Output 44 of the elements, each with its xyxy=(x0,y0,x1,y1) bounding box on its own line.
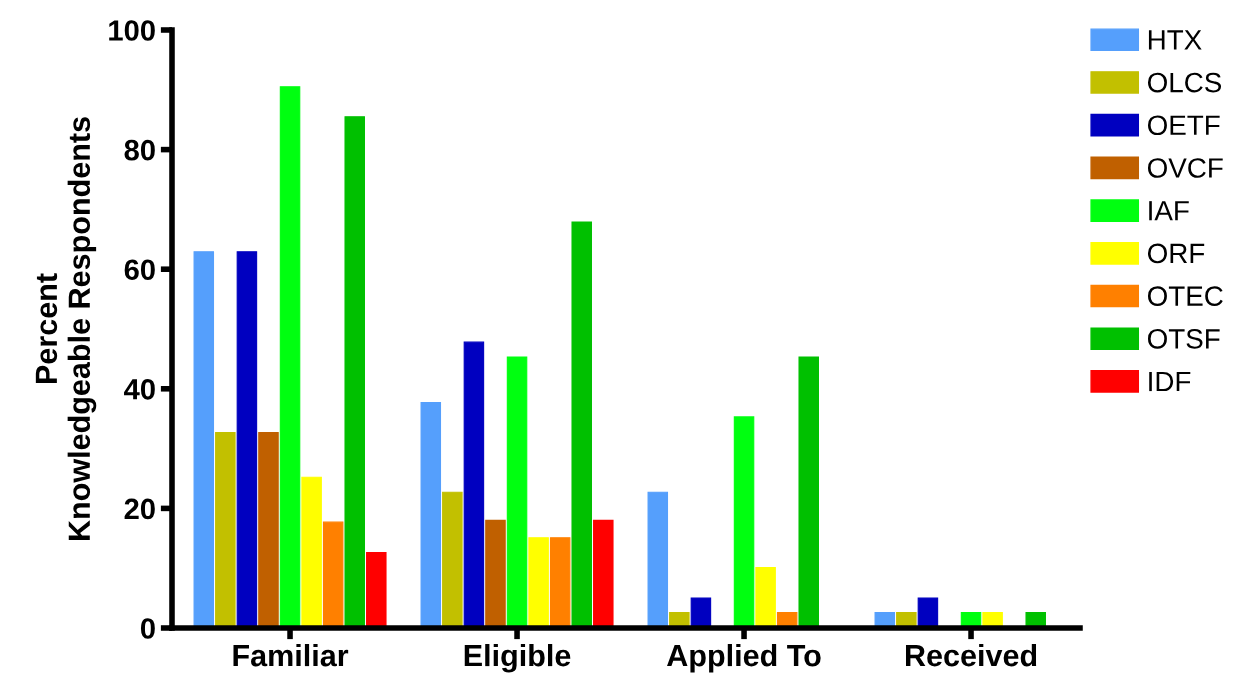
legend-label: OLCS xyxy=(1147,72,1222,93)
bar xyxy=(301,476,322,628)
legend-label: ORF xyxy=(1147,243,1205,264)
x-tick-label: Familiar xyxy=(233,643,349,667)
y-tick-label: 0 xyxy=(140,618,155,639)
legend-label: OTSF xyxy=(1147,328,1220,349)
legend-label: IDF xyxy=(1149,371,1191,392)
bar xyxy=(485,519,506,628)
bar xyxy=(463,341,485,628)
y-tick-label: 60 xyxy=(124,259,155,281)
y-tick-label: 20 xyxy=(124,498,155,520)
bar xyxy=(798,356,819,628)
legend-label: HTX xyxy=(1148,30,1202,50)
bar xyxy=(593,519,614,628)
x-tick-label: Received xyxy=(905,643,1037,667)
bar xyxy=(917,597,939,628)
bar xyxy=(322,521,344,628)
bar xyxy=(571,221,592,628)
x-tick-label: Applied To xyxy=(667,643,821,673)
y-axis-title: Percent Knowledgeable Respondents xyxy=(35,117,97,541)
bar xyxy=(215,431,236,628)
legend-label: OTEC xyxy=(1147,286,1223,306)
legend-label: OETF xyxy=(1147,115,1220,136)
x-tick-label: Eligible xyxy=(464,643,571,673)
y-tick-label: 80 xyxy=(124,139,155,161)
legend-label: OVCF xyxy=(1147,158,1223,178)
bar xyxy=(528,537,549,628)
bar xyxy=(258,431,279,628)
bar xyxy=(366,552,387,628)
bar xyxy=(236,251,258,628)
bar xyxy=(442,491,463,628)
bar xyxy=(344,116,365,628)
legend-label: IAF xyxy=(1149,201,1189,221)
bar xyxy=(690,597,712,628)
bar xyxy=(549,537,571,628)
bar xyxy=(279,86,301,628)
bar xyxy=(193,251,215,628)
y-tick-label: 100 xyxy=(109,20,155,41)
bar xyxy=(733,416,755,628)
y-tick-label: 40 xyxy=(124,379,155,400)
bar xyxy=(755,567,776,628)
bar xyxy=(647,491,669,628)
bar xyxy=(506,356,528,628)
bar xyxy=(420,401,442,628)
